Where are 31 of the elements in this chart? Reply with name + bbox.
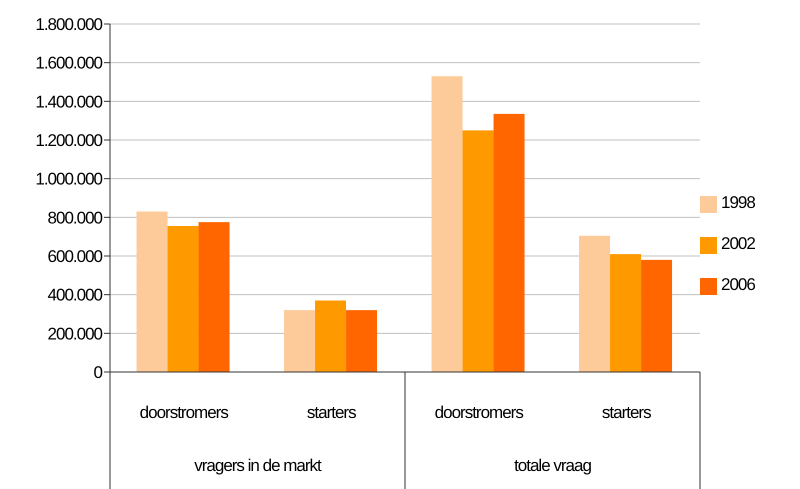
x-tick-label: doorstromers bbox=[434, 403, 524, 422]
bar bbox=[462, 130, 494, 372]
bar bbox=[346, 310, 378, 372]
bar bbox=[641, 260, 672, 372]
bar bbox=[494, 114, 525, 372]
y-tick-label: 1.000.000 bbox=[35, 170, 103, 189]
text: totale vraag bbox=[514, 456, 592, 475]
legend-label: 2002 bbox=[721, 234, 755, 253]
y-tick-label: 400.000 bbox=[48, 286, 103, 305]
bar bbox=[579, 236, 610, 372]
y-tick-label: 1.600.000 bbox=[35, 54, 103, 73]
y-tick-label: 600.000 bbox=[48, 247, 103, 266]
y-tick-label: 1.200.000 bbox=[35, 131, 103, 150]
bar bbox=[136, 212, 168, 372]
x-tick-label: starters bbox=[602, 403, 652, 422]
x-tick-label: doorstromers bbox=[140, 403, 228, 422]
bar bbox=[198, 222, 230, 372]
y-tick-label: 200.000 bbox=[48, 324, 103, 344]
legend-label: 1998 bbox=[721, 193, 755, 212]
text: vragers in de markt bbox=[194, 456, 322, 475]
y-tick-label: 1.800.000 bbox=[35, 15, 103, 34]
bar bbox=[284, 310, 316, 372]
bar bbox=[610, 254, 642, 372]
legend-label: 2006 bbox=[721, 275, 755, 294]
y-tick-label: 0 bbox=[94, 363, 103, 382]
y-tick-label: 800.000 bbox=[48, 208, 103, 228]
x-tick-label: starters bbox=[306, 403, 356, 422]
y-tick-label: 1.400.000 bbox=[35, 92, 103, 112]
bar bbox=[168, 226, 199, 372]
bar bbox=[315, 300, 346, 372]
bar bbox=[432, 76, 463, 372]
